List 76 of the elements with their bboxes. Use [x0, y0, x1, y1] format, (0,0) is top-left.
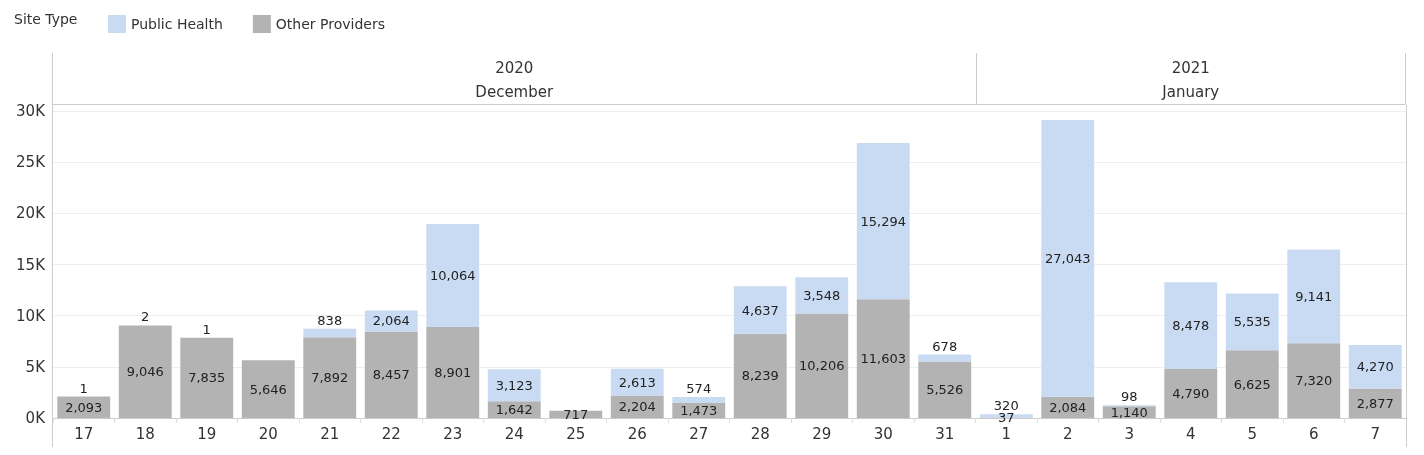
data-label: 6,625	[1233, 376, 1271, 392]
data-label: 4,637	[741, 302, 779, 318]
data-label: 5,535	[1233, 314, 1271, 330]
data-label: 717	[563, 406, 589, 422]
x-tick-label: 7	[1370, 424, 1381, 443]
data-label: 9,141	[1295, 288, 1333, 304]
data-label: 1	[202, 321, 211, 337]
x-tick-label: 28	[750, 424, 770, 443]
data-label: 7,892	[311, 370, 349, 386]
data-label: 3,548	[803, 287, 841, 303]
x-tick-label: 26	[627, 424, 647, 443]
data-label: 4,790	[1172, 386, 1210, 401]
data-label: 4,270	[1356, 359, 1394, 375]
data-label: 8,239	[741, 368, 779, 384]
data-label: 838	[317, 312, 343, 328]
data-label: 1	[79, 380, 88, 396]
legend-title: Site Type	[14, 11, 78, 27]
x-tick-label: 22	[381, 424, 401, 443]
x-tick-label: 24	[504, 424, 524, 443]
legend-label: Public Health	[131, 16, 223, 32]
data-label: 1,642	[495, 402, 533, 418]
data-label: 7,835	[188, 370, 226, 386]
x-tick-label: 30	[873, 424, 893, 443]
data-label: 1,473	[680, 402, 718, 418]
y-tick-label: 10K	[16, 306, 47, 325]
x-tick-label: 25	[566, 424, 586, 443]
y-tick-label: 25K	[16, 153, 47, 172]
data-label: 5,526	[926, 382, 964, 398]
y-tick-label: 5K	[25, 357, 47, 376]
data-label: 5,646	[249, 381, 287, 397]
data-label: 10,206	[799, 358, 845, 374]
x-tick-label: 20	[258, 424, 278, 443]
y-tick-label: 30K	[16, 102, 47, 121]
x-tick-label: 27	[689, 424, 709, 443]
x-tick-label: 18	[135, 424, 155, 443]
data-label: 8,478	[1172, 318, 1210, 334]
data-label: 2,613	[618, 374, 656, 390]
x-tick-label: 6	[1308, 424, 1319, 443]
x-tick-label: 4	[1185, 424, 1196, 443]
data-label: 15,294	[860, 213, 906, 229]
data-label: 678	[932, 338, 958, 354]
data-label: 2,877	[1356, 395, 1394, 411]
legend-label: Other Providers	[275, 16, 385, 32]
text: January	[1161, 83, 1220, 101]
data-label: 7,320	[1295, 373, 1333, 389]
x-tick-label: 2	[1062, 424, 1073, 443]
x-tick-label: 17	[74, 424, 94, 443]
y-tick-label: 20K	[16, 204, 47, 223]
data-label: 98	[1120, 389, 1138, 405]
text: 2020	[495, 59, 534, 77]
data-label: 8,457	[372, 367, 410, 383]
x-tick-label: 19	[197, 424, 217, 443]
data-label: 3,123	[495, 377, 533, 393]
text: 2021	[1171, 59, 1210, 77]
data-label: 2,084	[1049, 399, 1087, 415]
x-tick-label: 1	[1001, 424, 1012, 443]
data-label: 9,046	[126, 364, 164, 380]
data-label: 2	[141, 309, 150, 325]
y-tick-label: 0K	[25, 409, 47, 427]
data-label: 2,064	[372, 313, 410, 329]
data-label: 574	[686, 381, 712, 397]
x-tick-label: 21	[320, 424, 340, 443]
y-tick-label: 15K	[16, 255, 47, 274]
data-label: 8,901	[434, 364, 472, 380]
x-tick-label: 31	[935, 424, 955, 443]
data-label: 2,093	[65, 399, 103, 415]
data-label: 11,603	[860, 351, 906, 367]
data-label: 10,064	[430, 267, 476, 283]
text: December	[475, 83, 554, 101]
data-label: 27,043	[1045, 250, 1091, 266]
x-tick-label: 29	[812, 424, 832, 443]
x-tick-label: 23	[443, 424, 463, 443]
x-tick-label: 3	[1124, 424, 1135, 443]
data-label: 2,204	[618, 399, 656, 415]
x-tick-label: 5	[1247, 424, 1258, 443]
data-label: 1,140	[1110, 404, 1148, 420]
